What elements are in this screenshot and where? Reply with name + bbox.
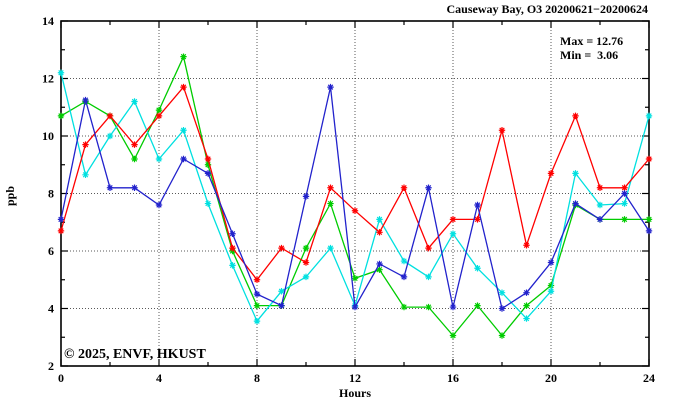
y-tick-label: 8 bbox=[48, 187, 54, 201]
y-tick-label: 10 bbox=[42, 129, 54, 143]
watermark: © 2025, ENVF, HKUST bbox=[64, 347, 206, 362]
series-green-line bbox=[60, 54, 649, 337]
y-tick-label: 12 bbox=[42, 72, 54, 86]
y-tick-label: 2 bbox=[48, 359, 54, 373]
y-axis-label: ppb bbox=[3, 186, 17, 206]
chart-title: Causeway Bay, O3 20200621−20200624 bbox=[446, 2, 648, 16]
x-tick-label: 4 bbox=[156, 371, 162, 385]
series-cyan-line bbox=[60, 72, 650, 323]
series-red-markers bbox=[57, 83, 653, 283]
x-axis-label: Hours bbox=[339, 386, 371, 400]
series-blue-markers bbox=[57, 83, 653, 312]
x-tick-label: 24 bbox=[643, 371, 655, 385]
max-annotation: Max = 12.76 bbox=[560, 34, 623, 48]
x-tick-label: 8 bbox=[254, 371, 260, 385]
x-tick-label: 16 bbox=[447, 371, 459, 385]
series-cyan-markers bbox=[57, 69, 653, 325]
x-tick-label: 20 bbox=[545, 371, 557, 385]
y-tick-label: 14 bbox=[42, 14, 54, 28]
x-tick-label: 12 bbox=[349, 371, 361, 385]
min-annotation: Min = 3.06 bbox=[560, 48, 618, 62]
x-tick-label: 0 bbox=[58, 371, 64, 385]
y-tick-label: 4 bbox=[48, 302, 54, 316]
y-tick-label: 6 bbox=[48, 244, 54, 258]
